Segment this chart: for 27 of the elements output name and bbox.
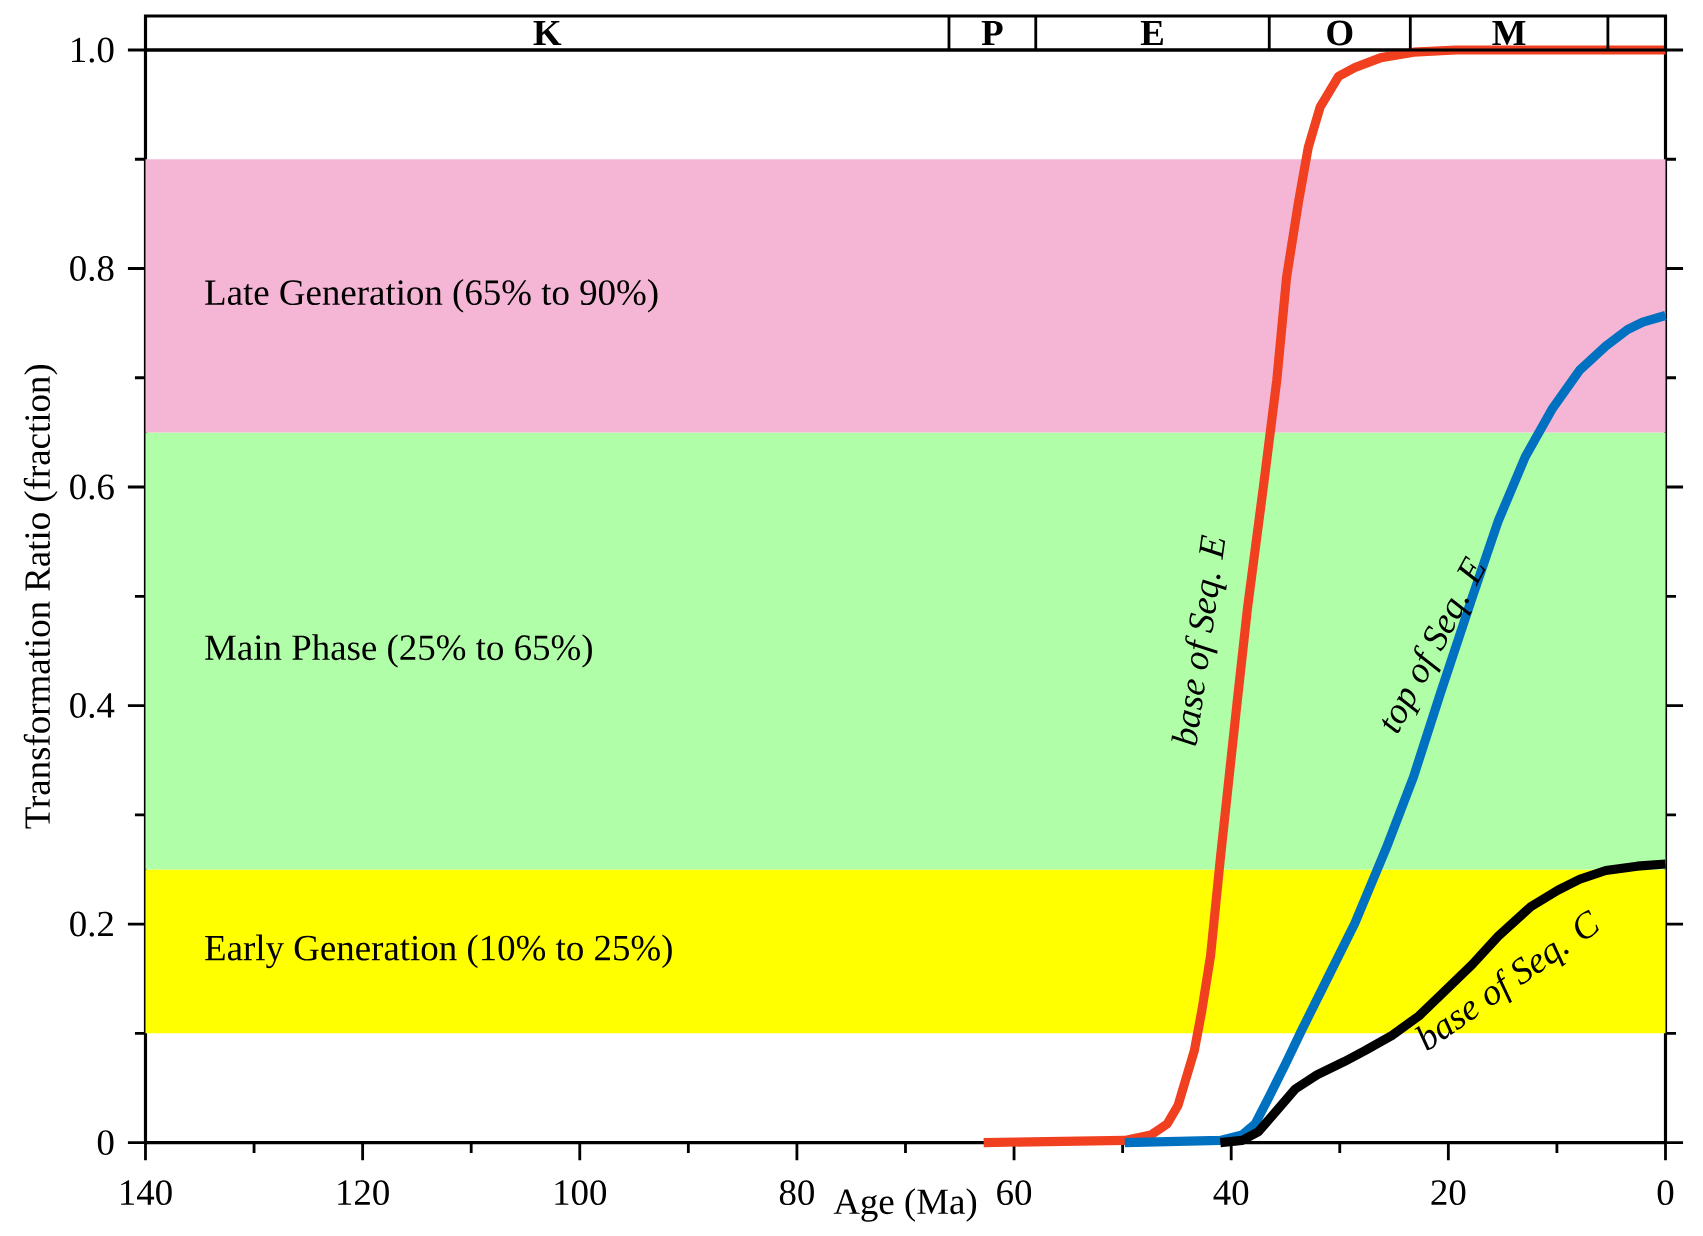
band-label: Early Generation (10% to 25%) — [205, 934, 672, 969]
x-axis-title: Age (Ma) — [833, 1188, 977, 1222]
y-tick-label: 0.6 — [70, 474, 114, 500]
x-tick-label: 140 — [121, 1180, 172, 1206]
text: base of Seq. E — [1171, 534, 1227, 746]
y-tick-label: 0.8 — [70, 255, 114, 282]
x-tick-label: 80 — [779, 1180, 814, 1206]
x-tick-label: 120 — [338, 1180, 389, 1206]
x-tick-label: 20 — [1431, 1180, 1466, 1206]
text: E — [1140, 20, 1163, 46]
text: O — [1327, 20, 1353, 46]
y-tick-label: 0 — [97, 1130, 114, 1156]
text: base of Seq. C — [1414, 909, 1599, 1051]
x-tick-label: 0 — [1657, 1180, 1674, 1206]
x-tick-label: 60 — [997, 1180, 1032, 1206]
text: top of Seq. E — [1381, 555, 1486, 733]
x-tick-label: 40 — [1213, 1180, 1249, 1206]
y-tick-label: 1.0 — [72, 37, 114, 63]
y-tick-label: 0.4 — [70, 693, 115, 719]
text: M — [1492, 20, 1526, 46]
text: K — [533, 20, 562, 46]
band-label: Late Generation (65% to 90%) — [205, 279, 658, 313]
y-tick-label: 0.2 — [70, 911, 113, 937]
text: P — [981, 20, 1003, 46]
y-axis-title: Transformation Ratio (fraction) — [23, 364, 58, 829]
band-label: Main Phase (25% to 65%) — [205, 634, 592, 668]
x-tick-label: 100 — [555, 1180, 607, 1206]
